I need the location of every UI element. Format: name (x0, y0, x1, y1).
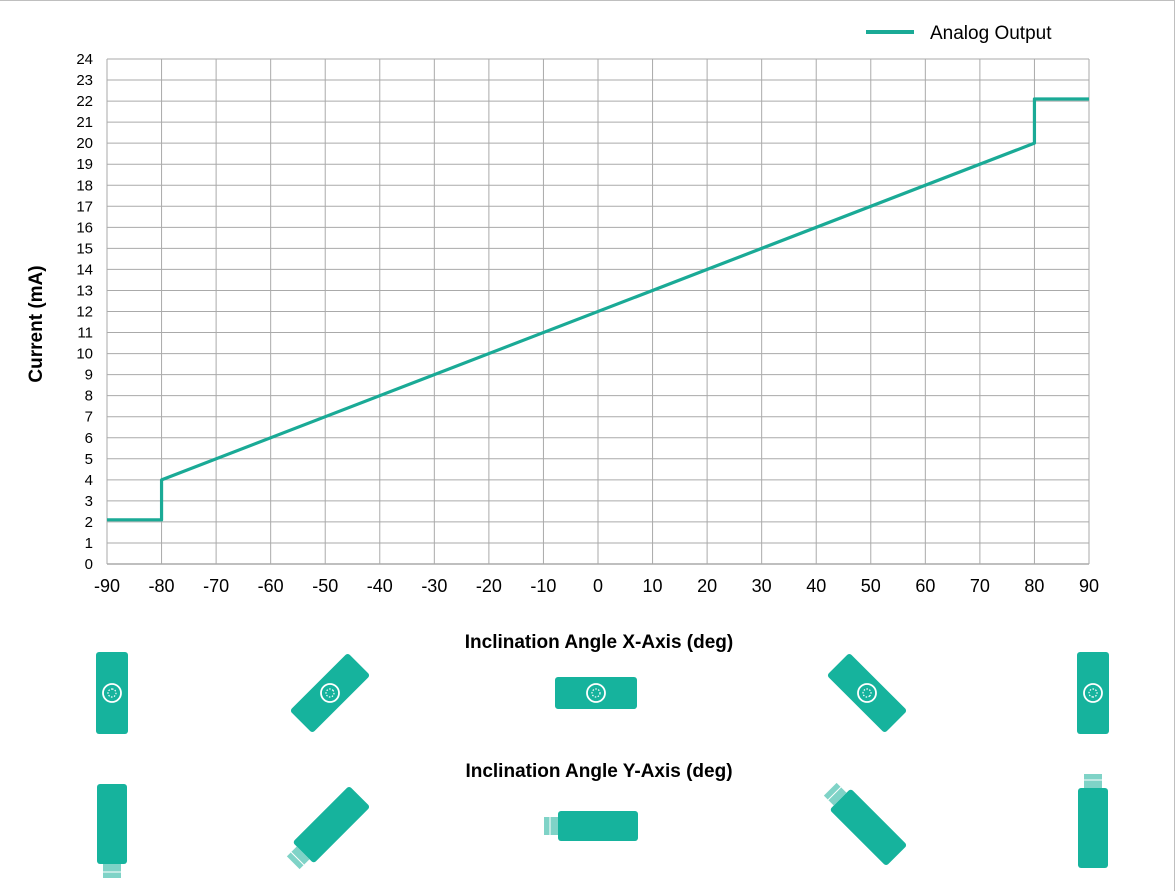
series-line-analog-output (107, 97, 1089, 522)
y-tick-label: 1 (85, 535, 93, 552)
y-tick-label: 4 (85, 472, 93, 489)
y-tick-label: 6 (85, 430, 93, 447)
x-tick-label: -50 (312, 576, 338, 596)
x-tick-label: 90 (1079, 576, 1099, 596)
x-tick-label: 10 (643, 576, 663, 596)
x-tick-label: -90 (94, 576, 120, 596)
y-tick-label: 2 (85, 514, 93, 531)
x-tick-label: -40 (367, 576, 393, 596)
y-tick-label: 10 (76, 346, 93, 363)
y-tick-label: 20 (76, 135, 93, 152)
y-axis-orientation-icons (97, 774, 1108, 878)
y-tick-label: 0 (85, 556, 93, 573)
y-tick-label: 21 (76, 114, 93, 131)
y-tick-label: 9 (85, 367, 93, 384)
y-tick-label: 18 (76, 177, 93, 194)
sensor-top-view-icon (827, 653, 907, 733)
x-tick-label: 0 (593, 576, 603, 596)
sensor-top-view-icon (96, 652, 128, 734)
x-tick-label: -60 (258, 576, 284, 596)
y-tick-label: 15 (76, 240, 93, 257)
sensor-top-view-icon (290, 653, 370, 733)
x-tick-label: -70 (203, 576, 229, 596)
y-tick-label: 14 (76, 261, 93, 278)
sensor-side-view-icon (544, 811, 638, 841)
y-tick-label: 19 (76, 156, 93, 173)
y-tick-label: 7 (85, 409, 93, 426)
x-tick-label: 50 (861, 576, 881, 596)
x-axis-title: Inclination Angle X-Axis (deg) (465, 632, 733, 653)
y-tick-label: 8 (85, 388, 93, 405)
x-tick-label: -10 (530, 576, 556, 596)
x-tick-label: -30 (421, 576, 447, 596)
legend-label: Analog Output (930, 23, 1052, 44)
sensor-side-view-icon (823, 782, 907, 866)
x-tick-label: -20 (476, 576, 502, 596)
sensor-side-view-icon (286, 786, 370, 870)
series-layer (107, 97, 1089, 522)
y-tick-label: 3 (85, 493, 93, 510)
y-tick-label: 23 (76, 72, 93, 89)
y-tick-label: 17 (76, 198, 93, 215)
y-tick-label: 16 (76, 219, 93, 236)
x-tick-labels: -90 -80 -70 -60 -50 -40 -30 -20 -10 0 10 20 30 40 50 60… (94, 576, 1099, 596)
y-axis-title: Current (mA) (26, 265, 47, 382)
y-tick-label: 13 (76, 282, 93, 299)
x-tick-label: 70 (970, 576, 990, 596)
x-tick-label: 30 (752, 576, 772, 596)
y-tick-label: 24 (76, 51, 93, 68)
x-tick-label: 80 (1024, 576, 1044, 596)
x-axis-orientation-icons (96, 652, 1109, 734)
sensor-side-view-icon (97, 784, 127, 878)
y-tick-label: 5 (85, 451, 93, 468)
sensor-top-view-icon (555, 677, 637, 709)
x-tick-label: -80 (149, 576, 175, 596)
x-tick-label: 60 (915, 576, 935, 596)
y-tick-label: 12 (76, 304, 93, 321)
y-axis-inclination-title: Inclination Angle Y-Axis (deg) (465, 761, 732, 782)
legend: Analog Output (866, 23, 1052, 44)
x-tick-label: 40 (806, 576, 826, 596)
y-tick-label: 11 (77, 325, 93, 342)
sensor-top-view-icon (1077, 652, 1109, 734)
x-tick-label: 20 (697, 576, 717, 596)
y-tick-label: 22 (76, 93, 93, 110)
sensor-side-view-icon (1078, 774, 1108, 868)
